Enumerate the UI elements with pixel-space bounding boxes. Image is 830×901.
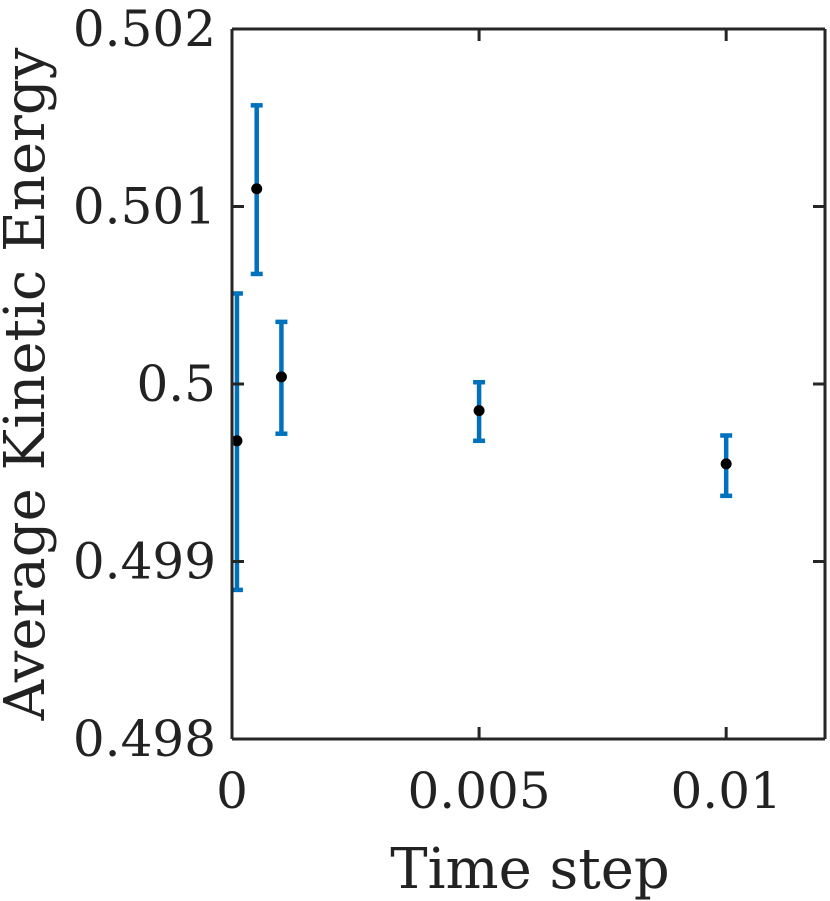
data-point	[473, 405, 485, 417]
y-tick-label: 0.499	[73, 533, 216, 591]
data-point	[275, 371, 287, 383]
x-tick-label: 0	[216, 762, 248, 820]
data-point	[720, 458, 732, 470]
y-tick-label: 0.498	[73, 710, 216, 768]
plot-area	[232, 29, 825, 739]
y-ticks: 0.498 0.499 0.5 0.501 0.502	[73, 0, 825, 768]
data-points	[231, 183, 732, 470]
x-tick-label: 0.01	[671, 762, 782, 820]
data-point	[251, 183, 263, 195]
y-tick-label: 0.502	[73, 0, 216, 58]
y-tick-label: 0.5	[136, 355, 216, 413]
plot-background	[232, 29, 825, 739]
x-axis-title: Time step	[390, 837, 670, 901]
x-ticks: 0 0.005 0.01	[216, 29, 782, 820]
x-tick-label: 0.005	[408, 762, 551, 820]
y-axis-title: Average Kinetic Energy	[0, 47, 58, 721]
data-point	[231, 435, 243, 447]
y-tick-label: 0.501	[73, 178, 216, 236]
